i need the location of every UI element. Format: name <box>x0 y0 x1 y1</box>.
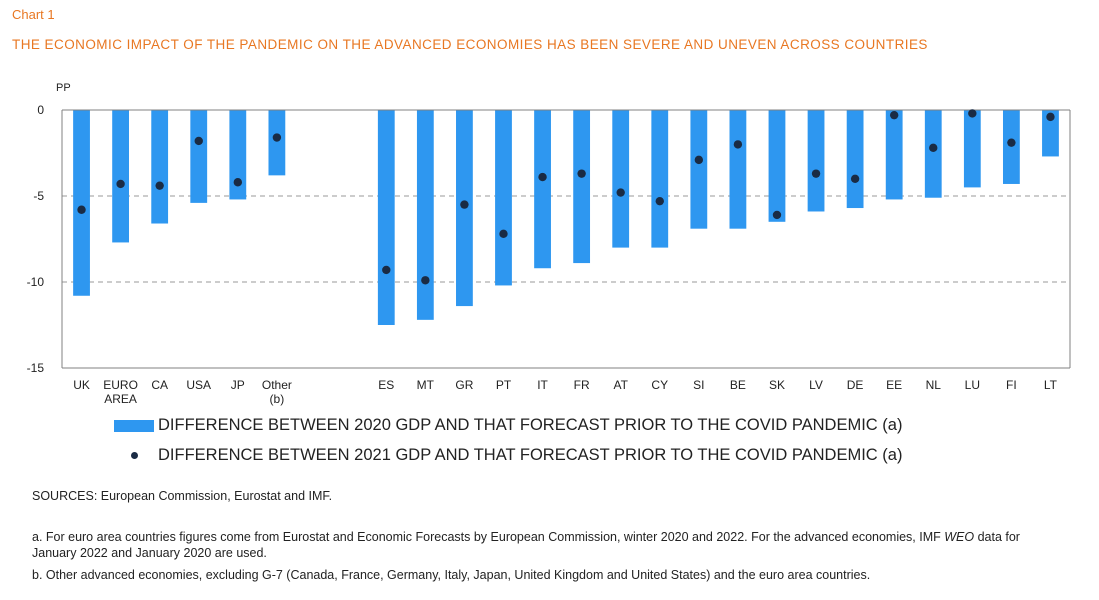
y-tick-label: -15 <box>27 361 45 375</box>
bar-2020 <box>112 110 130 243</box>
sources-note: SOURCES: European Commission, Eurostat a… <box>32 489 333 503</box>
dot-2021 <box>460 200 469 209</box>
dot-2021 <box>929 143 938 153</box>
dot-2021 <box>538 172 547 182</box>
footnote-a-weo: WEO <box>944 530 975 544</box>
footnote-a-text-1: a. For euro area countries figures come … <box>32 530 945 544</box>
bar-2020 <box>729 110 747 229</box>
bar-2020 <box>651 110 669 248</box>
dot-2021 <box>1007 138 1016 147</box>
x-tick-label: EURO <box>103 378 138 392</box>
bar-2020 <box>768 110 786 222</box>
x-tick-label: DE <box>847 378 864 392</box>
dot-2021 <box>421 276 430 285</box>
dot-2021 <box>968 109 977 118</box>
x-tick-label: CA <box>151 378 168 392</box>
bar-2020 <box>573 110 591 264</box>
dot-2021 <box>233 178 243 187</box>
legend-item-2020: DIFFERENCE BETWEEN 2020 GDP AND THAT FOR… <box>114 416 902 435</box>
x-tick-label: BE <box>730 378 746 392</box>
y-axis-label: PP <box>56 82 71 94</box>
dot-2021 <box>577 169 586 178</box>
dot-2021 <box>694 155 704 165</box>
bar-2020 <box>377 110 395 325</box>
x-tick-label: SK <box>769 378 785 392</box>
dot-2021 <box>155 181 164 190</box>
y-tick-label: 0 <box>37 103 44 117</box>
legend-item-2021: DIFFERENCE BETWEEN 2021 GDP AND THAT FOR… <box>114 446 902 465</box>
x-tick-label: Other <box>262 378 292 392</box>
x-tick-label: CY <box>651 378 668 392</box>
legend-dot-swatch <box>130 452 138 459</box>
dot-2021 <box>77 205 86 214</box>
x-tick-label: UK <box>73 378 90 392</box>
x-tick-label: GR <box>455 378 473 392</box>
x-tick-label: SI <box>693 378 704 392</box>
bar-2020 <box>885 110 903 200</box>
x-tick-label: (b) <box>270 392 285 406</box>
x-tick-label: LT <box>1044 378 1058 392</box>
x-tick-label: AT <box>613 378 628 392</box>
bar-2020 <box>1042 110 1059 157</box>
chart-number: Chart 1 <box>12 7 55 22</box>
dot-2021 <box>382 265 391 275</box>
bar-2020 <box>807 110 825 212</box>
x-tick-label: ES <box>378 378 394 392</box>
dot-2021 <box>772 210 782 220</box>
bar-2020 <box>73 110 90 296</box>
x-tick-label: EE <box>886 378 902 392</box>
bar-2020 <box>1002 110 1020 184</box>
dot-2021 <box>889 110 899 120</box>
dot-2021 <box>194 136 203 146</box>
dot-2021 <box>811 169 821 178</box>
x-tick-label: MT <box>417 378 435 392</box>
bar-2020 <box>495 110 512 286</box>
x-tick-label: FR <box>574 378 590 392</box>
y-tick-label: -5 <box>33 189 44 203</box>
bar-2020 <box>846 110 864 209</box>
y-tick-label: -10 <box>27 275 45 289</box>
x-tick-label: AREA <box>104 392 137 406</box>
dot-2021 <box>1046 112 1055 122</box>
x-tick-label: LV <box>809 378 823 392</box>
bar-2020 <box>612 110 630 248</box>
bar-2020 <box>229 110 247 200</box>
bar-2020 <box>151 110 169 224</box>
x-tick-label: PT <box>496 378 512 392</box>
bar-2020 <box>268 110 286 176</box>
dot-2021 <box>616 188 625 197</box>
chart-title: THE ECONOMIC IMPACT OF THE PANDEMIC ON T… <box>12 37 928 52</box>
bar-2020 <box>924 110 942 198</box>
x-tick-label: NL <box>926 378 942 392</box>
dot-2021 <box>733 140 743 149</box>
footnote-a: a. For euro area countries figures come … <box>32 529 1042 561</box>
bar-2020 <box>534 110 551 269</box>
footnote-a-text-2: data for January 2022 and January 2020 a… <box>32 530 1020 560</box>
legend-label-2021: DIFFERENCE BETWEEN 2021 GDP AND THAT FOR… <box>158 446 903 464</box>
x-tick-label: FI <box>1006 378 1017 392</box>
bar-2020 <box>690 110 708 229</box>
dot-2021 <box>499 229 508 239</box>
footnote-b: b. Other advanced economies, excluding G… <box>32 568 871 582</box>
bar-2020 <box>190 110 208 203</box>
x-tick-label: USA <box>186 378 211 392</box>
dot-2021 <box>116 179 125 189</box>
dot-2021 <box>655 196 664 206</box>
x-tick-label: JP <box>231 378 245 392</box>
bar-2020 <box>416 110 434 320</box>
x-tick-label: IT <box>537 378 548 392</box>
legend-bar-swatch <box>114 419 154 432</box>
legend-label-2020: DIFFERENCE BETWEEN 2020 GDP AND THAT FOR… <box>158 416 903 434</box>
dot-2021 <box>850 174 860 183</box>
bar-2020 <box>963 110 981 188</box>
dot-2021 <box>272 133 282 142</box>
x-tick-label: LU <box>965 378 980 392</box>
